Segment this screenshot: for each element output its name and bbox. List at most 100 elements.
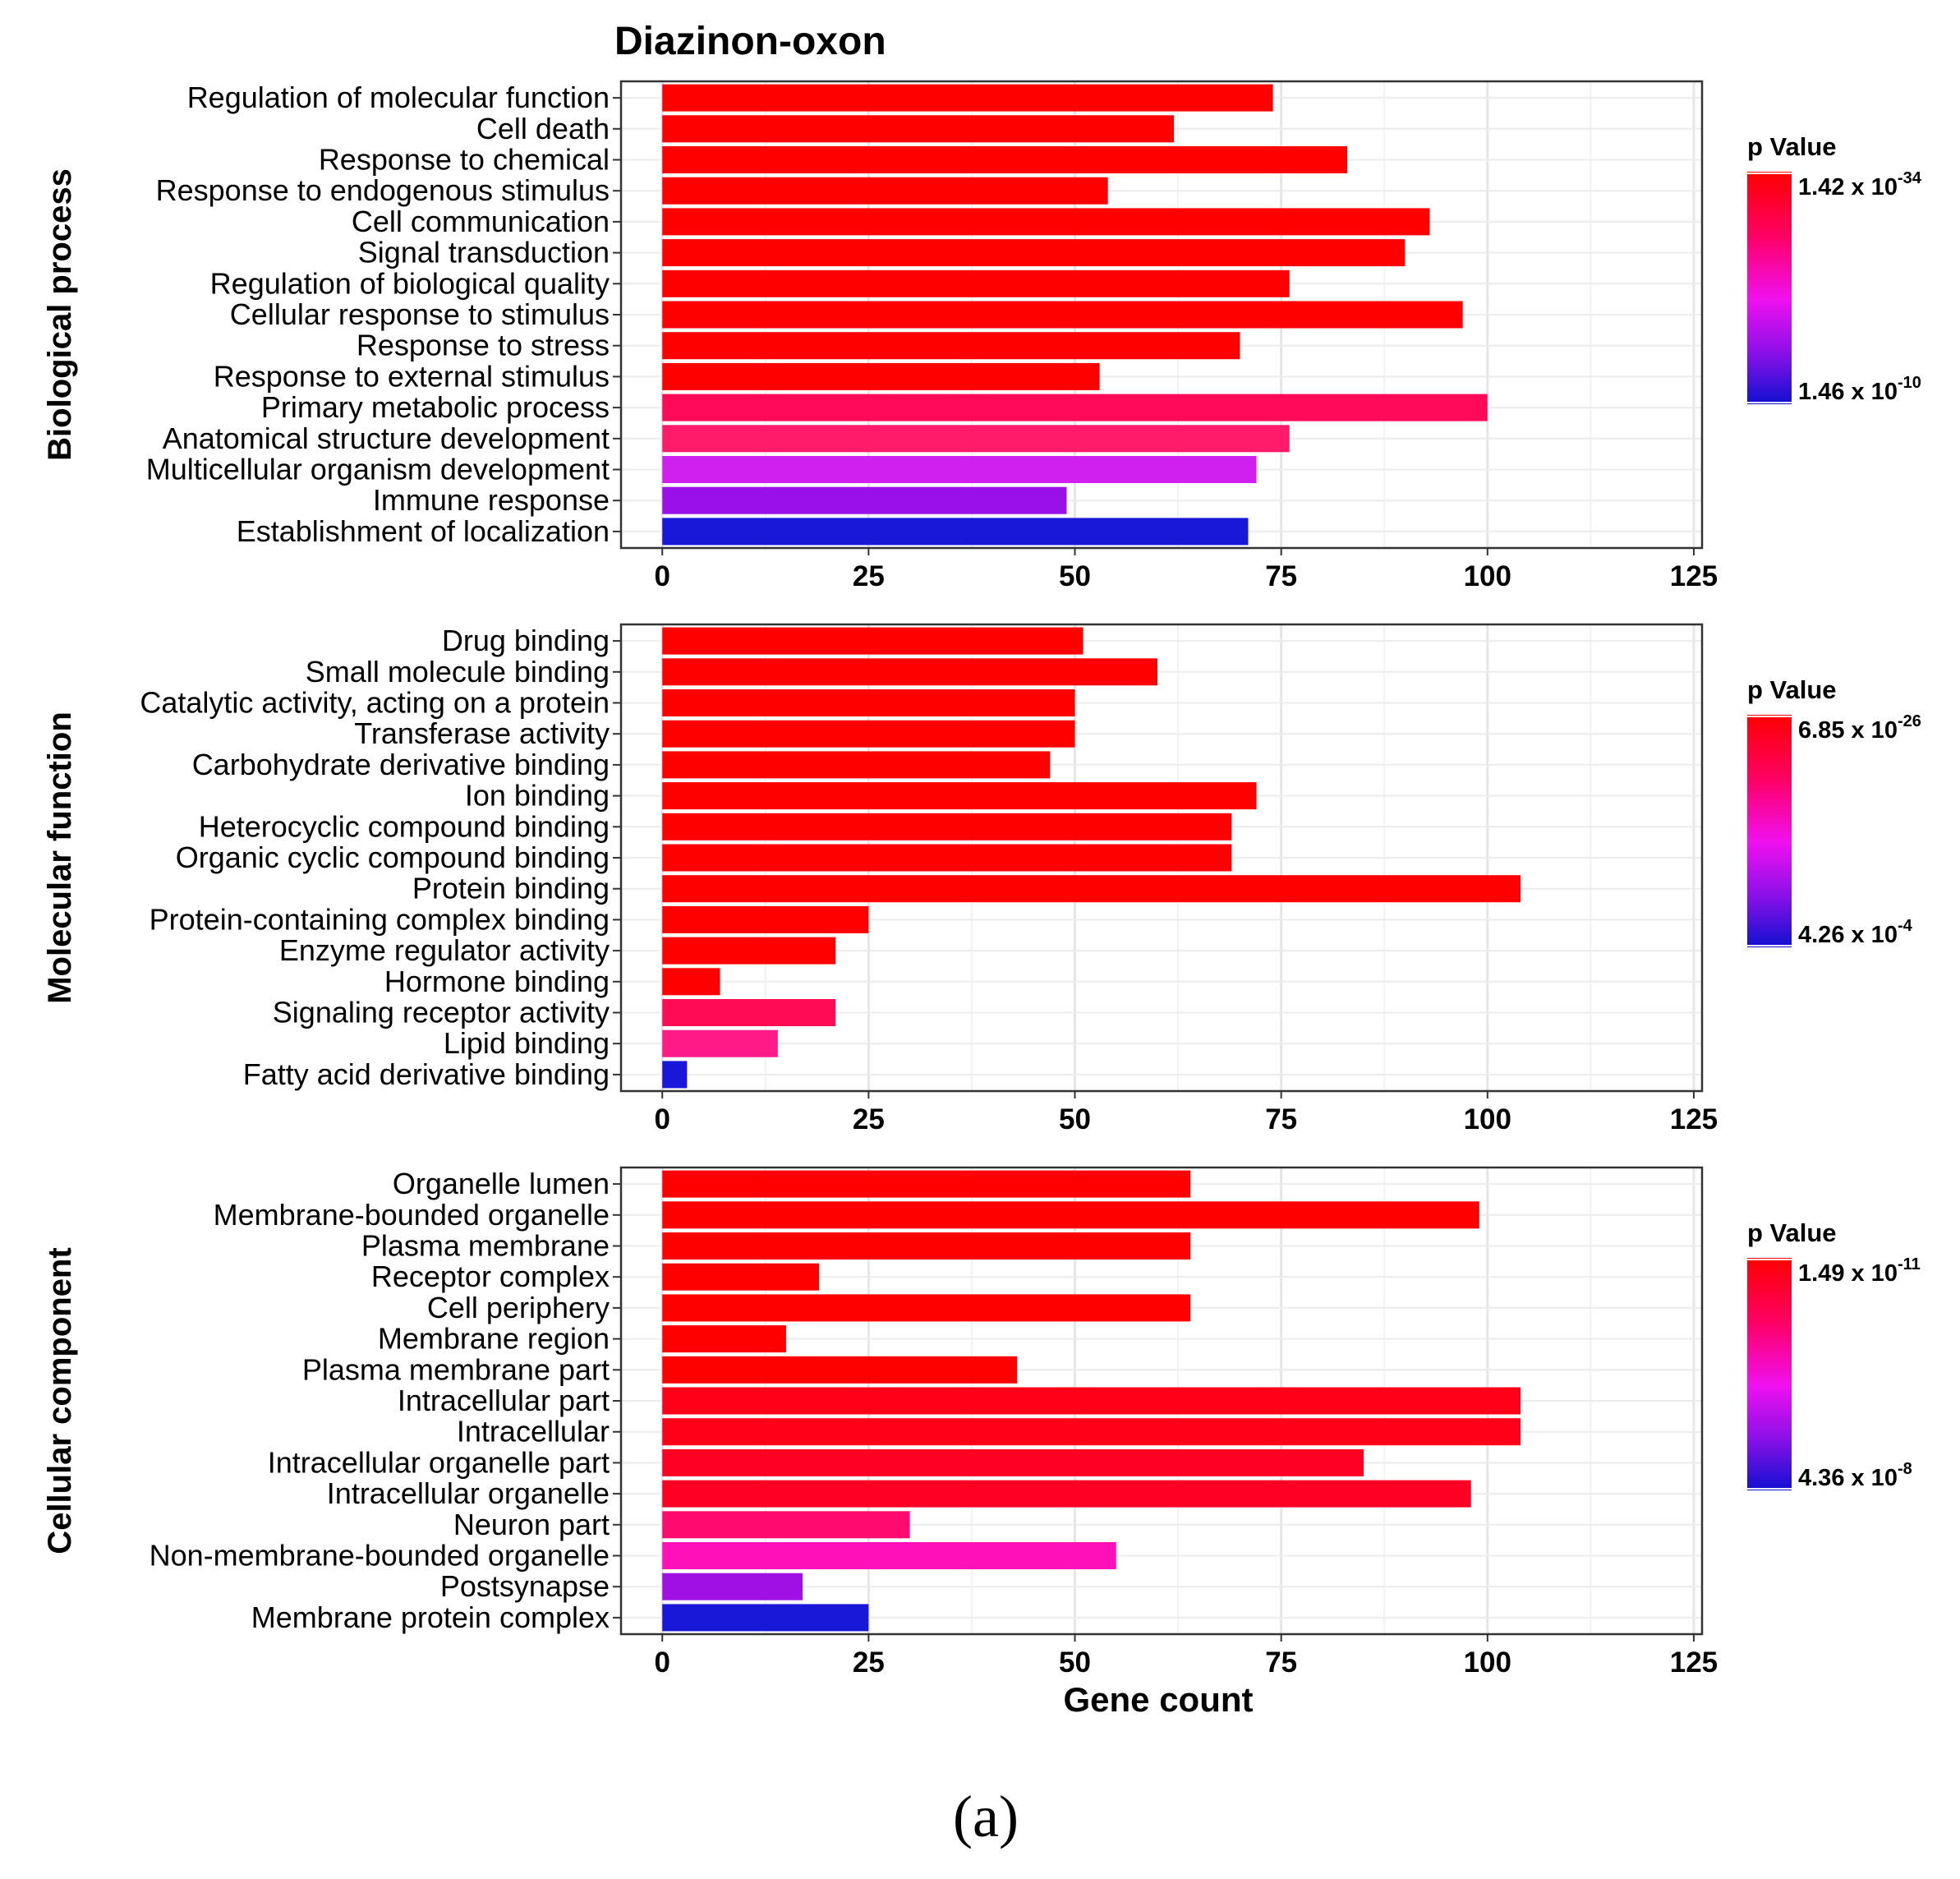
category-label: Receptor complex bbox=[371, 1260, 610, 1293]
legend-high-label: 1.49 x 10-11 bbox=[1798, 1255, 1921, 1287]
bar-1-2 bbox=[662, 115, 1175, 143]
category-label: Intracellular part bbox=[398, 1384, 610, 1417]
category-label: Protein binding bbox=[412, 872, 610, 905]
category-label: Carbohydrate derivative binding bbox=[192, 748, 610, 781]
bar-1-10 bbox=[662, 362, 1100, 390]
bar-1-8 bbox=[662, 301, 1463, 329]
category-label: Response to external stimulus bbox=[214, 359, 610, 393]
category-label: Heterocyclic compound binding bbox=[199, 809, 610, 843]
bar-3-7 bbox=[662, 1356, 1018, 1384]
x-tick-label: 125 bbox=[1670, 560, 1718, 592]
x-tick-label: 75 bbox=[1265, 560, 1297, 592]
category-label: Membrane-bounded organelle bbox=[214, 1198, 610, 1232]
x-tick-label: 25 bbox=[853, 1646, 885, 1679]
x-tick-label: 100 bbox=[1464, 560, 1511, 592]
legend-high-label: 6.85 x 10-26 bbox=[1798, 712, 1921, 744]
bar-2-8 bbox=[662, 844, 1232, 872]
bar-2-11 bbox=[662, 937, 836, 965]
panel-border bbox=[619, 1166, 1704, 1636]
category-label: Intracellular bbox=[457, 1415, 610, 1448]
bar-2-12 bbox=[662, 968, 720, 996]
figure-caption: (a) bbox=[953, 1784, 1019, 1849]
bar-3-11 bbox=[662, 1480, 1471, 1508]
x-tick-label: 0 bbox=[654, 1646, 669, 1679]
legend-low-label: 4.36 x 10-8 bbox=[1798, 1460, 1912, 1491]
legend-title: p Value bbox=[1747, 675, 1837, 704]
bar-3-2 bbox=[662, 1201, 1479, 1229]
bar-1-1 bbox=[662, 84, 1273, 112]
category-label: Membrane region bbox=[378, 1322, 610, 1356]
colorbar bbox=[1747, 1258, 1792, 1490]
bar-2-10 bbox=[662, 905, 869, 933]
bar-3-5 bbox=[662, 1294, 1191, 1322]
category-label: Cell periphery bbox=[427, 1291, 610, 1324]
bar-1-6 bbox=[662, 239, 1406, 267]
x-tick-label: 25 bbox=[853, 560, 885, 592]
category-label: Signaling receptor activity bbox=[273, 996, 610, 1029]
bar-3-10 bbox=[662, 1448, 1364, 1476]
bar-1-12 bbox=[662, 425, 1290, 453]
bar-3-3 bbox=[662, 1232, 1191, 1260]
category-label: Signal transduction bbox=[358, 236, 610, 269]
category-label: Transferase activity bbox=[354, 716, 610, 750]
category-label: Hormone binding bbox=[384, 965, 610, 998]
category-label: Neuron part bbox=[453, 1508, 610, 1541]
category-label: Ion binding bbox=[465, 779, 610, 813]
category-label: Anatomical structure development bbox=[163, 421, 610, 455]
legend-high-label: 1.42 x 10-34 bbox=[1798, 169, 1922, 200]
chart-title: Diazinon-oxon bbox=[614, 20, 886, 63]
x-tick-label: 125 bbox=[1670, 1646, 1718, 1679]
category-label: Lipid binding bbox=[444, 1026, 610, 1060]
bar-3-4 bbox=[662, 1263, 820, 1291]
category-label: Regulation of molecular function bbox=[187, 81, 610, 114]
colorbar bbox=[1747, 715, 1792, 947]
bar-3-12 bbox=[662, 1511, 910, 1539]
colorbar bbox=[1747, 172, 1792, 404]
bar-3-13 bbox=[662, 1542, 1116, 1569]
x-tick-label: 50 bbox=[1059, 1646, 1091, 1679]
bar-2-2 bbox=[662, 658, 1157, 686]
colorbar-legend: p Value 6.85 x 10-26 4.26 x 10-4 bbox=[1747, 675, 1921, 948]
bar-3-15 bbox=[662, 1604, 869, 1632]
category-label: Protein-containing complex binding bbox=[150, 902, 610, 936]
bar-1-15 bbox=[662, 518, 1249, 546]
category-label: Plasma membrane bbox=[361, 1229, 610, 1263]
category-label: Response to endogenous stimulus bbox=[156, 173, 610, 207]
category-label: Response to stress bbox=[357, 329, 610, 362]
category-label: Establishment of localization bbox=[237, 514, 610, 548]
bar-1-14 bbox=[662, 486, 1067, 514]
bar-2-5 bbox=[662, 751, 1051, 779]
bar-2-13 bbox=[662, 999, 836, 1026]
category-label: Regulation of biological quality bbox=[210, 266, 610, 300]
x-tick-label: 125 bbox=[1670, 1103, 1718, 1135]
category-label: Fatty acid derivative binding bbox=[243, 1057, 610, 1091]
category-label: Response to chemical bbox=[319, 143, 610, 177]
legend-low-label: 1.46 x 10-10 bbox=[1798, 374, 1921, 405]
x-tick-label: 50 bbox=[1059, 560, 1091, 592]
category-label: Intracellular organelle part bbox=[268, 1445, 610, 1479]
category-label: Cell death bbox=[476, 112, 610, 145]
x-tick-label: 75 bbox=[1265, 1103, 1297, 1135]
bar-3-1 bbox=[662, 1170, 1191, 1198]
legend-title: p Value bbox=[1747, 132, 1837, 161]
category-label: Immune response bbox=[373, 483, 610, 517]
bar-2-4 bbox=[662, 720, 1075, 748]
bar-3-6 bbox=[662, 1325, 786, 1353]
x-tick-label: 0 bbox=[654, 560, 669, 592]
x-axis-label: Gene count bbox=[1063, 1680, 1253, 1719]
bar-1-5 bbox=[662, 208, 1430, 236]
category-label: Postsynapse bbox=[440, 1569, 610, 1603]
category-label: Cellular response to stimulus bbox=[230, 297, 610, 331]
bar-1-11 bbox=[662, 394, 1488, 421]
bar-3-14 bbox=[662, 1573, 803, 1600]
panel-border bbox=[619, 80, 1704, 550]
x-tick-label: 50 bbox=[1059, 1103, 1091, 1135]
bar-1-3 bbox=[662, 146, 1348, 173]
x-tick-label: 25 bbox=[853, 1103, 885, 1135]
bar-2-9 bbox=[662, 875, 1521, 903]
category-label: Drug binding bbox=[442, 624, 610, 657]
